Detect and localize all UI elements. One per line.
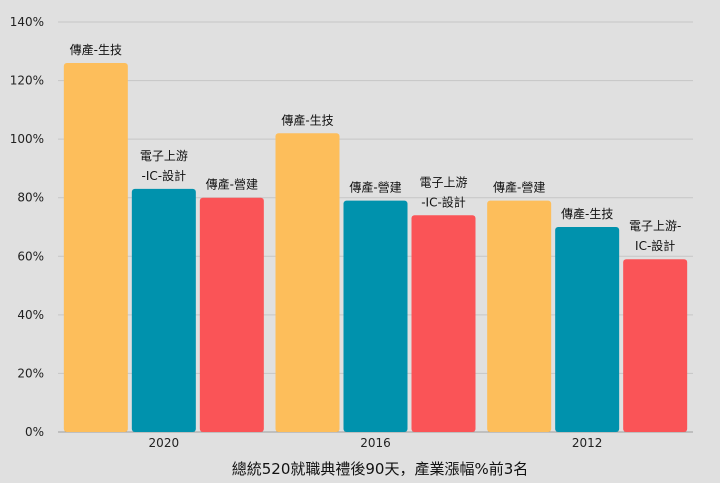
bar [275,133,340,433]
y-tick-label: 100% [10,132,44,146]
y-tick-label: 140% [10,15,44,29]
data-label: -IC-設計 [142,168,187,183]
bar [555,227,620,432]
y-tick-label: 0% [25,425,44,439]
data-label: -IC-設計 [421,194,466,209]
y-tick-label: 80% [17,191,44,205]
bar [199,197,264,432]
data-label: IC-設計 [635,238,675,253]
data-label: 傳產-生技 [70,42,122,57]
x-category-label: 2020 [149,436,180,450]
data-label: 傳產-營建 [349,180,401,195]
y-tick-label: 20% [17,366,44,380]
y-tick-label: 40% [17,308,44,322]
bar [623,259,688,432]
data-label: 傳產-生技 [561,206,613,221]
data-label: 傳產-生技 [281,112,333,127]
data-label: 電子上游 [419,175,467,189]
data-label: 傳產-營建 [493,180,545,195]
bar [411,215,476,432]
y-axis-ticks: 0% 20% 40% 60% 80% 100% 120% 140% [10,15,44,439]
bar [131,188,196,432]
bar [487,200,552,432]
bar [343,200,408,432]
data-label: 電子上游 [140,149,188,163]
bar [63,63,128,432]
y-tick-label: 120% [10,74,44,88]
data-label: 傳產-營建 [206,177,258,192]
data-label: 電子上游- [629,219,681,233]
x-category-label: 2012 [572,436,603,450]
bars [63,63,688,433]
y-tick-label: 60% [17,249,44,263]
x-axis-categories: 2020 2016 2012 [149,436,603,450]
x-axis-title: 總統520就職典禮後90天，產業漲幅%前3名 [232,460,529,478]
x-category-label: 2016 [360,436,391,450]
